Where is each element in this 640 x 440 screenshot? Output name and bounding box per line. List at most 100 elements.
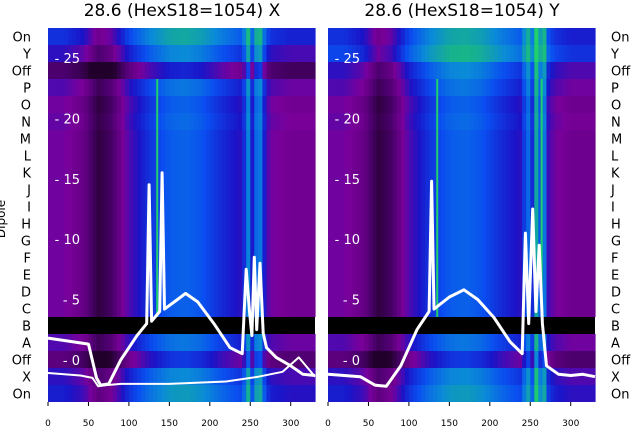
- heatmap-cell: [270, 385, 276, 402]
- heatmap-cell: [153, 181, 158, 198]
- heatmap-cell: [286, 198, 292, 215]
- heatmap-cell: [254, 62, 259, 79]
- heatmap-cell: [290, 266, 296, 283]
- heatmap-cell: [112, 266, 118, 283]
- heatmap-cell: [514, 28, 519, 45]
- heatmap-cell: [388, 164, 394, 181]
- row-label-right: P: [611, 82, 619, 97]
- heatmap-cell: [453, 96, 459, 113]
- heatmap-cell: [137, 96, 142, 113]
- heatmap-cell: [328, 198, 333, 215]
- heatmap-cell: [328, 266, 333, 283]
- heatmap-cell: [153, 215, 158, 232]
- heatmap-cell: [510, 266, 515, 283]
- heatmap-cell: [530, 249, 535, 266]
- heatmap-cell: [437, 232, 442, 249]
- heatmap-cell: [392, 62, 398, 79]
- heatmap-cell: [213, 351, 219, 368]
- heatmap-cell: [88, 198, 94, 215]
- heatmap-cell: [100, 283, 106, 300]
- heatmap-cell: [364, 62, 370, 79]
- heatmap-cell: [48, 113, 53, 130]
- heatmap-cell: [298, 334, 304, 351]
- heatmap-cell: [364, 96, 370, 113]
- heatmap-cell: [242, 198, 247, 215]
- heatmap-cell: [169, 164, 175, 181]
- heatmap-cell: [278, 385, 284, 402]
- heatmap-cell: [522, 351, 527, 368]
- heatmap-cell: [173, 79, 179, 96]
- heatmap-cell: [558, 130, 564, 147]
- heatmap-cell: [562, 368, 568, 385]
- heatmap-cell: [153, 385, 158, 402]
- heatmap-cell: [388, 249, 394, 266]
- heatmap-cell: [590, 215, 596, 232]
- heatmap-cell: [84, 181, 90, 198]
- heatmap-cell: [376, 283, 382, 300]
- heatmap-cell: [518, 385, 523, 402]
- heatmap-cell: [112, 385, 118, 402]
- heatmap-cell: [534, 215, 539, 232]
- heatmap-cell: [510, 96, 515, 113]
- heatmap-cell: [518, 79, 523, 96]
- heatmap-cell: [348, 300, 353, 317]
- heatmap-cell: [286, 45, 292, 62]
- heatmap-cell: [193, 79, 199, 96]
- heatmap-cell: [586, 334, 592, 351]
- heatmap-cell: [417, 198, 422, 215]
- heatmap-cell: [169, 28, 175, 45]
- heatmap-cell: [380, 45, 386, 62]
- heatmap-cell: [380, 215, 386, 232]
- heatmap-cell: [68, 164, 73, 181]
- heatmap-cell: [477, 79, 483, 96]
- heatmap-cell: [364, 130, 370, 147]
- heatmap-cell: [570, 198, 576, 215]
- heatmap-cell: [234, 181, 239, 198]
- heatmap-cell: [336, 351, 341, 368]
- heatmap-cell: [181, 385, 187, 402]
- heatmap-cell: [169, 368, 175, 385]
- heatmap-cell: [489, 249, 495, 266]
- heatmap-cell: [542, 79, 548, 96]
- heatmap-cell: [278, 181, 284, 198]
- heatmap-cell: [213, 368, 219, 385]
- heatmap-cell: [52, 62, 57, 79]
- heatmap-cell: [429, 96, 434, 113]
- heatmap-cell: [217, 232, 223, 249]
- heatmap-cell: [433, 198, 438, 215]
- heatmap-cell: [266, 45, 272, 62]
- heatmap-cell: [582, 130, 588, 147]
- heatmap-cell: [149, 181, 154, 198]
- heatmap-cell: [294, 181, 300, 198]
- heatmap-cell: [558, 45, 564, 62]
- heatmap-cell: [238, 385, 243, 402]
- heatmap-cell: [274, 130, 280, 147]
- heatmap-cell: [246, 164, 251, 181]
- heatmap-cell: [457, 385, 463, 402]
- heatmap-cell: [234, 28, 239, 45]
- heatmap-cell: [189, 215, 195, 232]
- heatmap-cell: [372, 334, 378, 351]
- heatmap-cell: [590, 130, 596, 147]
- heatmap-cell: [149, 113, 154, 130]
- heatmap-cell: [392, 96, 398, 113]
- heatmap-cell: [530, 79, 535, 96]
- heatmap-cell: [88, 45, 94, 62]
- heatmap-cell: [141, 181, 146, 198]
- heatmap-cell: [388, 28, 394, 45]
- heatmap-cell: [165, 113, 170, 130]
- heatmap-cell: [522, 130, 527, 147]
- heatmap-cell: [242, 130, 247, 147]
- heatmap-cell: [205, 385, 211, 402]
- heatmap-cell: [558, 164, 564, 181]
- heatmap-cell: [165, 232, 170, 249]
- heatmap-cell: [332, 249, 337, 266]
- heatmap-cell: [328, 181, 333, 198]
- heatmap-cell: [554, 368, 560, 385]
- heatmap-cell: [213, 385, 219, 402]
- heatmap-cell: [558, 368, 564, 385]
- heatmap-cell: [441, 28, 446, 45]
- heatmap-cell: [230, 351, 235, 368]
- heatmap-cell: [298, 266, 304, 283]
- heatmap-cell: [550, 147, 556, 164]
